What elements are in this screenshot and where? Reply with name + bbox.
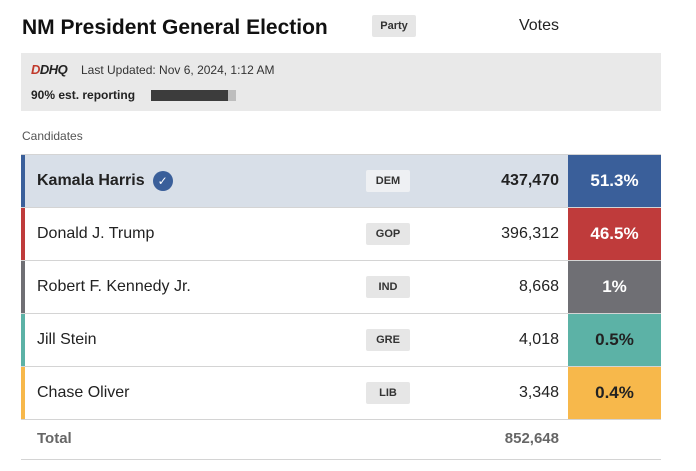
party-badge: GOP <box>366 223 410 245</box>
table-row: Robert F. Kennedy Jr. IND 8,668 1% <box>21 261 661 314</box>
candidate-name: Jill Stein <box>37 331 97 348</box>
candidate-name: Robert F. Kennedy Jr. <box>37 278 191 295</box>
column-header-pct[interactable]: Pct. <box>598 16 631 35</box>
ddhq-logo-icon: DDHQ <box>31 62 68 77</box>
column-header-party[interactable]: Party <box>372 15 416 37</box>
party-badge: LIB <box>366 382 410 404</box>
party-color-stripe <box>21 208 25 260</box>
column-header-candidates[interactable]: Candidates <box>22 129 83 143</box>
candidate-name: Chase Oliver <box>37 384 130 401</box>
vote-count: 3,348 <box>518 384 559 401</box>
vote-percentage: 51.3% <box>568 155 661 207</box>
vote-percentage: 0.5% <box>568 314 661 366</box>
table-row: Jill Stein GRE 4,018 0.5% <box>21 314 661 367</box>
logo-text: DHQ <box>39 62 68 77</box>
table-row: Donald J. Trump GOP 396,312 46.5% <box>21 208 661 261</box>
vote-percentage: 46.5% <box>568 208 661 260</box>
candidate-name: Kamala Harris ✓ <box>37 155 173 207</box>
checkmark-circle-icon: ✓ <box>152 171 173 191</box>
table-row: Kamala Harris ✓ DEM 437,470 51.3% <box>21 154 661 208</box>
vote-percentage: 1% <box>568 261 661 313</box>
results-table: Kamala Harris ✓ DEM 437,470 51.3% Donald … <box>21 154 661 420</box>
party-badge: DEM <box>366 170 410 192</box>
party-badge: GRE <box>366 329 410 351</box>
last-updated-text: Last Updated: Nov 6, 2024, 1:12 AM <box>81 63 275 77</box>
table-row: Chase Oliver LIB 3,348 0.4% <box>21 367 661 420</box>
candidate-name: Donald J. Trump <box>37 225 155 242</box>
column-header-votes[interactable]: Votes <box>518 17 559 34</box>
party-color-stripe <box>21 314 25 366</box>
page-title: NM President General Election <box>22 16 328 39</box>
party-badge: IND <box>366 276 410 298</box>
reporting-progress-fill <box>151 90 228 101</box>
total-row: Total 852,648 <box>21 419 661 460</box>
vote-count: 8,668 <box>518 278 559 295</box>
party-color-stripe <box>21 261 25 313</box>
vote-percentage: 0.4% <box>568 367 661 419</box>
party-color-stripe <box>21 367 25 419</box>
vote-count: 437,470 <box>501 172 559 189</box>
vote-count: 4,018 <box>518 331 559 348</box>
reporting-label: 90% est. reporting <box>31 88 136 102</box>
info-panel: DDHQ Last Updated: Nov 6, 2024, 1:12 AM … <box>21 53 661 111</box>
reporting-progress-bar <box>151 90 236 101</box>
total-votes: 852,648 <box>504 430 559 447</box>
total-label: Total <box>37 430 72 447</box>
party-color-stripe <box>21 155 25 207</box>
vote-count: 396,312 <box>501 225 559 242</box>
